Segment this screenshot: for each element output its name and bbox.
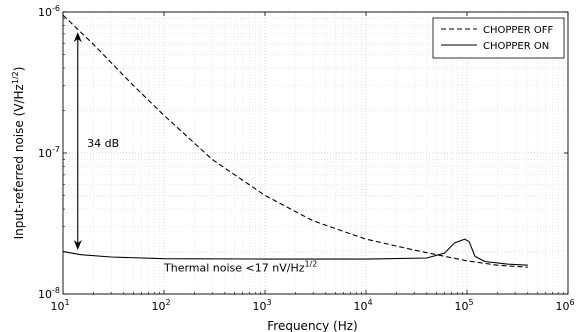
span-arrow-head-down [73, 240, 82, 251]
x-tick-base: 10 [353, 300, 367, 313]
legend-label: CHOPPER ON [483, 41, 549, 52]
series-layer [62, 14, 528, 268]
x-tick-exponent: 6 [569, 298, 574, 307]
y-axis-label-tail: ) [12, 67, 26, 72]
y-tick-exponent: -6 [52, 4, 60, 13]
x-tick-base: 10 [555, 300, 569, 313]
x-tick-label: 102 [151, 298, 170, 313]
label-layer: Frequency (Hz) Input-referred noise (V/Hz… [11, 67, 358, 332]
y-tick-exponent: -7 [52, 145, 60, 154]
y-tick-label: 10-8 [38, 286, 60, 301]
y-tick-exponent: -8 [52, 286, 60, 295]
y-tick-base: 10 [38, 147, 52, 160]
x-tick-base: 10 [454, 300, 468, 313]
thermal-noise-text: Thermal noise <17 nV/Hz [163, 262, 305, 275]
y-axis-label-main: Input-referred noise (V/Hz [12, 84, 26, 239]
x-tick-base: 10 [50, 300, 64, 313]
series-line-chopper-off [62, 14, 528, 268]
y-tick-label: 10-6 [38, 4, 60, 19]
x-axis-label: Frequency (Hz) [267, 319, 358, 332]
x-tick-label: 101 [50, 298, 69, 313]
x-tick-label: 105 [454, 298, 473, 313]
x-tick-label: 103 [252, 298, 271, 313]
span-annotation-label: 34 dB [87, 137, 119, 150]
legend: CHOPPER OFF CHOPPER ON [432, 17, 565, 59]
series-line-chopper-on [62, 238, 528, 266]
legend-label: CHOPPER OFF [483, 25, 554, 36]
y-tick-base: 10 [38, 288, 52, 301]
x-tick-label: 106 [555, 298, 574, 313]
thermal-noise-annotation: Thermal noise <17 nV/Hz1/2 [163, 260, 317, 275]
y-tick-base: 10 [38, 6, 52, 19]
x-tick-exponent: 1 [64, 298, 69, 307]
y-axis-label-superscript: 1/2 [11, 71, 20, 84]
span-arrow-head-up [73, 32, 82, 43]
x-tick-exponent: 5 [468, 298, 473, 307]
x-tick-exponent: 3 [266, 298, 271, 307]
x-tick-exponent: 4 [367, 298, 372, 307]
x-tick-label: 104 [353, 298, 372, 313]
y-tick-label: 10-7 [38, 145, 60, 160]
x-tick-base: 10 [252, 300, 266, 313]
y-axis-label: Input-referred noise (V/Hz1/2) [11, 67, 26, 240]
annotation-layer: 34 dB Thermal noise <17 nV/Hz1/2 [73, 32, 317, 275]
x-tick-base: 10 [151, 300, 165, 313]
legend-box [432, 17, 565, 59]
x-tick-exponent: 2 [165, 298, 170, 307]
thermal-noise-superscript: 1/2 [305, 260, 318, 269]
